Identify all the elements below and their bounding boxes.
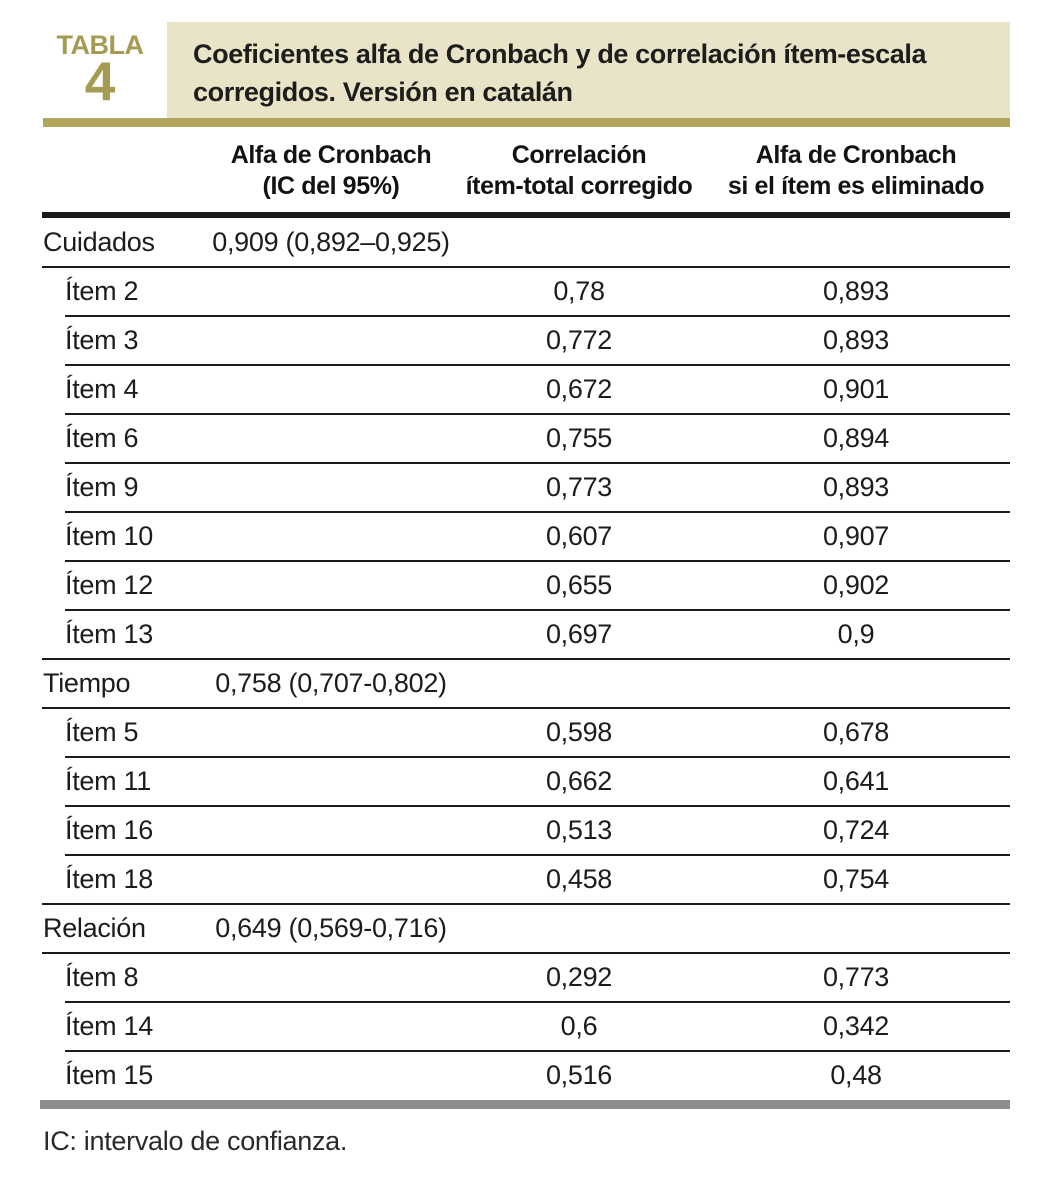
table-title-line1: Coeficientes alfa de Cronbach y de corre…: [193, 39, 927, 69]
column-header-corr: Correlación ítem-total corregido: [456, 140, 702, 202]
column-header-alpha-del-line2: si el ítem es eliminado: [727, 172, 985, 200]
row-alpha-del: 0,894: [822, 423, 890, 453]
table-row-item-3: Ítem 3 0,772 0,893: [42, 316, 1010, 366]
row-label: Ítem 5: [65, 717, 139, 747]
row-alpha-del: 0,641: [822, 766, 890, 796]
table-row-group-tiempo: Tiempo 0,758 (0,707-0,802): [42, 659, 1010, 709]
column-header-alpha-ci-line1: Alfa de Cronbach: [230, 141, 432, 169]
row-label: Relación: [43, 913, 146, 943]
row-corr: 0,755: [545, 423, 613, 453]
row-corr: 0,662: [545, 766, 613, 796]
row-alpha-ci: 0,758 (0,707-0,802): [215, 668, 447, 698]
row-label: Tiempo: [43, 668, 131, 698]
row-alpha-del: 0,342: [822, 1011, 890, 1041]
row-corr: 0,598: [545, 717, 613, 747]
table-row-item-2: Ítem 2 0,78 0,893: [42, 267, 1010, 317]
table-row-item-10: Ítem 10 0,607 0,907: [42, 512, 1010, 562]
row-alpha-del: 0,48: [830, 1060, 882, 1090]
row-alpha-ci: 0,909 (0,892–0,925): [212, 227, 450, 257]
table-row-group-cuidados: Cuidados 0,909 (0,892–0,925): [42, 218, 1010, 268]
table-row-item-12: Ítem 12 0,655 0,902: [42, 561, 1010, 611]
row-label: Ítem 9: [65, 472, 139, 502]
row-alpha-ci: 0,649 (0,569-0,716): [215, 913, 447, 943]
table-row-item-14: Ítem 14 0,6 0,342: [42, 1002, 1010, 1052]
table-row-item-5: Ítem 5 0,598 0,678: [42, 708, 1010, 758]
table-row-group-relacion: Relación 0,649 (0,569-0,716): [42, 904, 1010, 954]
row-label: Ítem 3: [65, 325, 139, 355]
table-footnote: IC: intervalo de confianza.: [43, 1126, 348, 1156]
row-alpha-del: 0,724: [822, 815, 890, 845]
column-headers: Alfa de Cronbach (IC del 95%) Correlació…: [42, 140, 1010, 202]
table-title-line2: corregidos. Versión en catalán: [193, 77, 573, 107]
column-header-alpha-del-line1: Alfa de Cronbach: [755, 141, 957, 169]
table-row-item-8: Ítem 8 0,292 0,773: [42, 953, 1010, 1003]
column-header-corr-line1: Correlación: [511, 141, 647, 169]
row-label: Ítem 12: [65, 570, 153, 600]
row-label: Ítem 11: [65, 766, 151, 796]
row-alpha-del: 0,678: [822, 717, 890, 747]
table-row-item-18: Ítem 18 0,458 0,754: [42, 855, 1010, 905]
row-corr: 0,655: [545, 570, 613, 600]
table-row-item-11: Ítem 11 0,662 0,641: [42, 757, 1010, 807]
row-label: Ítem 18: [65, 864, 153, 894]
row-corr: 0,458: [545, 864, 613, 894]
column-header-alpha-ci-line2: (IC del 95%): [262, 172, 400, 200]
row-alpha-del: 0,893: [822, 325, 890, 355]
row-corr: 0,513: [545, 815, 613, 845]
row-label: Ítem 14: [65, 1011, 153, 1041]
row-corr: 0,697: [545, 619, 613, 649]
row-label: Cuidados: [43, 227, 155, 257]
row-corr: 0,773: [545, 472, 613, 502]
row-label: Ítem 10: [65, 521, 153, 551]
table-row-item-9: Ítem 9 0,773 0,893: [42, 463, 1010, 513]
row-alpha-del: 0,901: [822, 374, 890, 404]
column-header-empty: [42, 140, 206, 202]
row-alpha-del: 0,754: [822, 864, 890, 894]
row-alpha-del: 0,893: [822, 276, 890, 306]
row-label: Ítem 8: [65, 962, 139, 992]
row-label: Ítem 2: [65, 276, 139, 306]
row-corr: 0,292: [545, 962, 613, 992]
row-label: Ítem 13: [65, 619, 153, 649]
table-title: Coeficientes alfa de Cronbach y de corre…: [193, 35, 1000, 111]
table-badge-number: 4: [84, 50, 116, 112]
table-row-item-4: Ítem 4 0,672 0,901: [42, 365, 1010, 415]
row-alpha-del: 0,9: [837, 619, 875, 649]
row-corr: 0,6: [560, 1011, 598, 1041]
row-label: Ítem 4: [65, 374, 139, 404]
row-corr: 0,516: [545, 1060, 613, 1090]
row-alpha-del: 0,907: [822, 521, 890, 551]
table-body: Cuidados 0,909 (0,892–0,925) Ítem 2 0,78…: [42, 218, 1010, 1100]
table-row-item-15: Ítem 15 0,516 0,48: [42, 1051, 1010, 1100]
row-label: Ítem 15: [65, 1060, 153, 1090]
column-header-corr-line2: ítem-total corregido: [465, 172, 693, 200]
row-corr: 0,772: [545, 325, 613, 355]
row-corr: 0,607: [545, 521, 613, 551]
column-header-alpha-ci: Alfa de Cronbach (IC del 95%): [206, 140, 456, 202]
column-header-alpha-del: Alfa de Cronbach si el ítem es eliminado: [702, 140, 1010, 202]
table-title-box: Coeficientes alfa de Cronbach y de corre…: [167, 22, 1010, 118]
table-row-item-6: Ítem 6 0,755 0,894: [42, 414, 1010, 464]
row-alpha-del: 0,893: [822, 472, 890, 502]
row-label: Ítem 16: [65, 815, 153, 845]
table-row-item-13: Ítem 13 0,697 0,9: [42, 610, 1010, 660]
row-alpha-del: 0,773: [822, 962, 890, 992]
table-row-item-16: Ítem 16 0,513 0,724: [42, 806, 1010, 856]
row-corr: 0,78: [553, 276, 605, 306]
header-rule: [42, 212, 1010, 218]
table-bottom-rule: [40, 1100, 1010, 1109]
table-badge-label: TABLA: [56, 30, 144, 60]
row-alpha-del: 0,902: [822, 570, 890, 600]
title-accent-bar: [43, 118, 1010, 127]
row-label: Ítem 6: [65, 423, 139, 453]
row-corr: 0,672: [545, 374, 613, 404]
